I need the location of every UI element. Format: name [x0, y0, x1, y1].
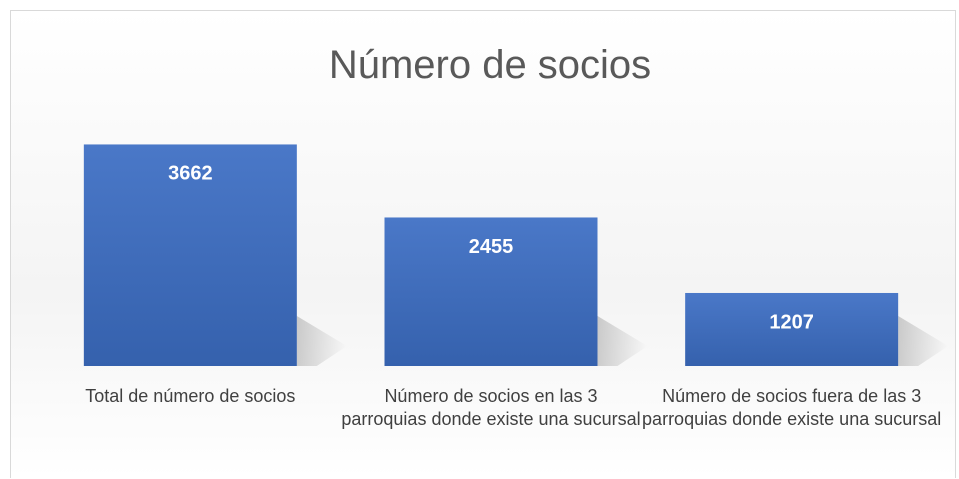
data-label: 3662: [168, 163, 213, 185]
data-label: 2455: [469, 236, 514, 258]
x-tick-label: Número de socios fuera de las 3 parroqui…: [642, 386, 942, 429]
bar: [384, 217, 598, 366]
data-label: 1207: [769, 311, 814, 333]
x-tick-label: Total de número de socios: [85, 386, 296, 406]
x-tick-label: Número de socios en las 3 parroquias don…: [341, 386, 641, 429]
bar-shadow: [898, 316, 949, 366]
chart-title: Número de socios: [329, 43, 651, 87]
bar-shadow: [296, 316, 347, 366]
bar: [685, 292, 899, 366]
bar: [83, 144, 297, 366]
bar-shadow: [597, 316, 648, 366]
